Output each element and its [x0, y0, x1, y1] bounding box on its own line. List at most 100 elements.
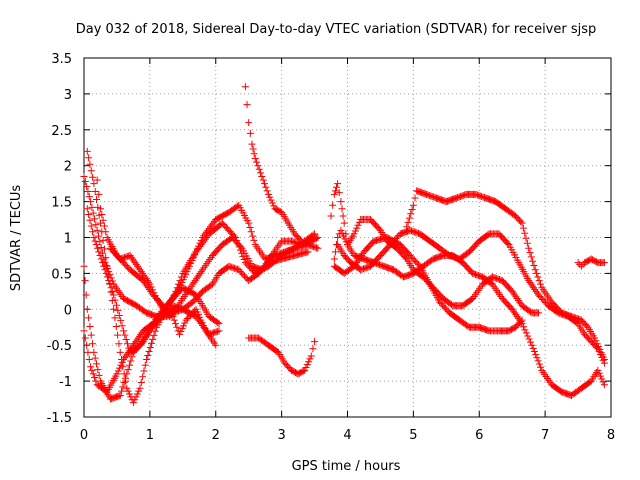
data-point: [304, 248, 312, 256]
data-point: [577, 262, 585, 270]
data-point: [89, 173, 97, 181]
data-point: [123, 350, 131, 358]
data-point: [204, 226, 212, 234]
data-point: [246, 223, 254, 231]
data-point: [509, 289, 517, 297]
data-point: [135, 264, 143, 272]
data-point: [82, 291, 90, 299]
y-tick-label: 3: [64, 88, 72, 103]
y-tick-label: 1: [64, 232, 72, 247]
data-point: [598, 375, 606, 383]
data-point: [509, 307, 517, 315]
data-point: [91, 237, 99, 245]
data-point: [86, 216, 94, 224]
data-point: [84, 188, 92, 196]
data-point: [120, 379, 128, 387]
data-point: [203, 228, 211, 236]
data-point: [143, 330, 151, 338]
data-point: [508, 305, 516, 313]
data-point: [130, 257, 138, 265]
data-point: [337, 198, 345, 206]
data-point: [309, 345, 317, 353]
data-point: [110, 305, 118, 313]
data-point: [129, 341, 137, 349]
series-track-14: [403, 187, 608, 364]
data-point: [142, 275, 150, 283]
series-track-6: [80, 248, 312, 396]
y-tick-label: 2: [64, 160, 72, 175]
data-point: [527, 280, 535, 288]
data-point: [331, 248, 339, 256]
data-point: [514, 296, 522, 304]
data-point: [136, 266, 144, 274]
data-point: [524, 332, 532, 340]
data-point: [519, 323, 527, 331]
data-point: [122, 335, 130, 343]
data-point: [526, 278, 534, 286]
data-point: [258, 172, 266, 180]
data-point: [124, 366, 132, 374]
data-point: [526, 249, 534, 257]
data-point: [206, 223, 214, 231]
data-point: [188, 256, 196, 264]
data-point: [116, 364, 124, 372]
data-point: [134, 262, 142, 270]
data-point: [267, 196, 275, 204]
data-point: [330, 255, 338, 263]
data-point: [264, 190, 272, 198]
data-point: [311, 338, 319, 346]
data-point: [135, 387, 143, 395]
data-point: [245, 219, 253, 227]
data-point: [83, 341, 91, 349]
data-point: [192, 275, 200, 283]
data-point: [532, 287, 540, 295]
data-point: [117, 317, 125, 325]
data-point: [131, 259, 139, 267]
data-point: [254, 162, 262, 170]
data-point: [91, 215, 99, 223]
data-point: [83, 305, 91, 313]
data-point: [144, 352, 152, 360]
data-point: [145, 347, 153, 355]
data-point: [99, 216, 107, 224]
axis-ticks: [83, 57, 612, 418]
data-point: [106, 280, 114, 288]
data-point: [136, 332, 144, 340]
data-point: [86, 160, 94, 168]
data-point: [93, 226, 101, 234]
data-point: [533, 354, 541, 362]
data-point: [191, 277, 199, 285]
data-point: [140, 271, 148, 279]
data-point: [150, 331, 158, 339]
data-point: [196, 269, 204, 277]
y-tick-label: -1: [59, 375, 72, 390]
x-tick-label: 6: [475, 428, 483, 443]
data-point: [85, 193, 93, 201]
y-tick-label: 0.5: [51, 267, 72, 282]
data-point: [111, 314, 119, 322]
data-point: [150, 289, 158, 297]
data-point: [176, 330, 184, 338]
data-point: [147, 283, 155, 291]
data-point: [145, 278, 153, 286]
data-point: [115, 340, 123, 348]
data-point: [139, 373, 147, 381]
data-point: [250, 236, 258, 244]
data-point: [136, 384, 144, 392]
data-point: [97, 255, 105, 263]
data-point: [128, 353, 136, 361]
data-point: [529, 257, 537, 265]
data-point: [114, 306, 122, 314]
data-point: [306, 355, 314, 363]
data-point: [516, 298, 524, 306]
data-point: [595, 369, 603, 377]
data-point: [246, 129, 254, 137]
y-tick-label: 0: [64, 303, 72, 318]
data-point: [85, 154, 93, 162]
data-point: [89, 228, 97, 236]
data-point: [137, 379, 145, 387]
data-point: [599, 378, 607, 386]
data-point: [262, 183, 270, 191]
data-point: [105, 277, 113, 285]
data-point: [102, 254, 110, 262]
